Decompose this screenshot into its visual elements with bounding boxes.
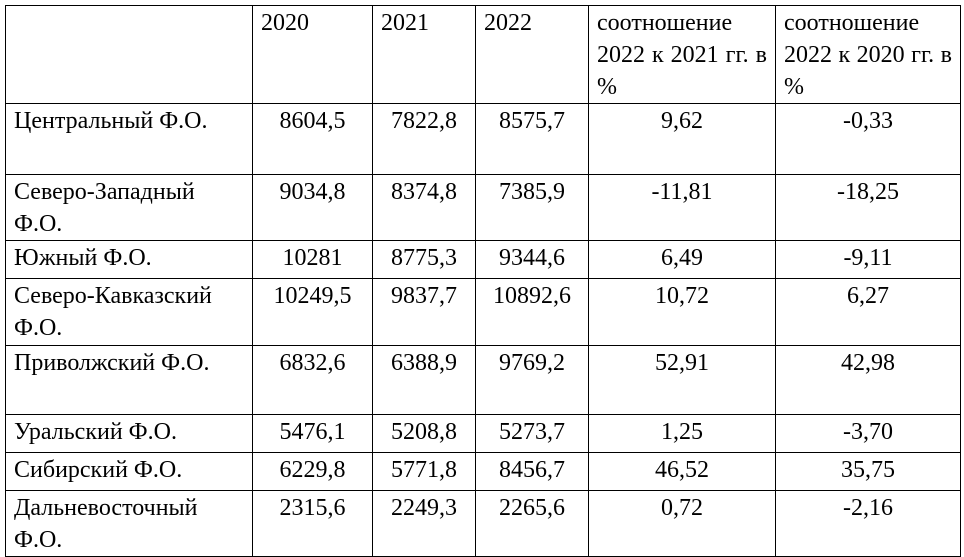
region-cell: Северо-Кавказский Ф.О. [5, 278, 253, 346]
region-cell: Северо-Западный Ф.О. [5, 174, 253, 241]
value-cell: 2249,3 [372, 490, 476, 557]
value-cell: 8604,5 [252, 103, 373, 175]
value-cell: 8575,7 [475, 103, 589, 175]
value-cell: 8456,7 [475, 452, 589, 491]
value-cell: 5771,8 [372, 452, 476, 491]
value-cell: 6,49 [588, 240, 776, 279]
region-cell: Сибирский Ф.О. [5, 452, 253, 491]
value-cell: -11,81 [588, 174, 776, 241]
value-cell: 6832,6 [252, 345, 373, 415]
value-cell: -18,25 [775, 174, 961, 241]
value-cell: 9769,2 [475, 345, 589, 415]
header-cell: соотношение 2022 к 2021 гг. в % [588, 5, 776, 104]
region-cell: Южный Ф.О. [5, 240, 253, 279]
value-cell: 35,75 [775, 452, 961, 491]
table-row: Уральский Ф.О. 5476,1 5208,8 5273,7 1,25 -3,7… [5, 414, 961, 453]
region-cell: Дальневосточный Ф.О. [5, 490, 253, 557]
value-cell: 5208,8 [372, 414, 476, 453]
table-row: Приволжский Ф.О. 6832,6 6388,9 9769,2 52,91 4… [5, 345, 961, 415]
value-cell: 7385,9 [475, 174, 589, 241]
table-body: 2020 2021 2022 соотношение 2022 к 2021 гг. … [5, 5, 961, 557]
table-row: Северо-Кавказский Ф.О. 10249,5 9837,7 10892… [5, 278, 961, 346]
header-row: 2020 2021 2022 соотношение 2022 к 2021 гг. … [5, 5, 961, 104]
region-cell: Приволжский Ф.О. [5, 345, 253, 415]
value-cell: 9837,7 [372, 278, 476, 346]
value-cell: 52,91 [588, 345, 776, 415]
value-cell: 1,25 [588, 414, 776, 453]
value-cell: 42,98 [775, 345, 961, 415]
value-cell: 10249,5 [252, 278, 373, 346]
value-cell: 5476,1 [252, 414, 373, 453]
table-row: Дальневосточный Ф.О. 2315,6 2249,3 2265,6 0,… [5, 490, 961, 557]
table-row: Южный Ф.О. 10281 8775,3 9344,6 6,49 -9,11 [5, 240, 961, 279]
value-cell: 8775,3 [372, 240, 476, 279]
value-cell: 6229,8 [252, 452, 373, 491]
value-cell: 9344,6 [475, 240, 589, 279]
region-cell: Уральский Ф.О. [5, 414, 253, 453]
value-cell: 10,72 [588, 278, 776, 346]
value-cell: 6388,9 [372, 345, 476, 415]
region-cell: Центральный Ф.О. [5, 103, 253, 175]
value-cell: 9034,8 [252, 174, 373, 241]
value-cell: 0,72 [588, 490, 776, 557]
value-cell: 2315,6 [252, 490, 373, 557]
value-cell: 10281 [252, 240, 373, 279]
value-cell: -0,33 [775, 103, 961, 175]
header-cell: 2022 [475, 5, 589, 104]
header-cell: 2020 [252, 5, 373, 104]
value-cell: 9,62 [588, 103, 776, 175]
value-cell: 2265,6 [475, 490, 589, 557]
value-cell: 7822,8 [372, 103, 476, 175]
value-cell: 10892,6 [475, 278, 589, 346]
table-row: Северо-Западный Ф.О. 9034,8 8374,8 7385,9 -1… [5, 174, 961, 241]
header-cell: соотношение 2022 к 2020 гг. в % [775, 5, 961, 104]
header-cell: 2021 [372, 5, 476, 104]
table-row: Центральный Ф.О. 8604,5 7822,8 8575,7 9,62 -0… [5, 103, 961, 175]
header-cell [5, 5, 253, 104]
value-cell: 46,52 [588, 452, 776, 491]
value-cell: -2,16 [775, 490, 961, 557]
data-table: 2020 2021 2022 соотношение 2022 к 2021 гг. … [5, 5, 961, 557]
value-cell: -3,70 [775, 414, 961, 453]
value-cell: -9,11 [775, 240, 961, 279]
table-row: Сибирский Ф.О. 6229,8 5771,8 8456,7 46,52 35,… [5, 452, 961, 491]
value-cell: 8374,8 [372, 174, 476, 241]
value-cell: 6,27 [775, 278, 961, 346]
value-cell: 5273,7 [475, 414, 589, 453]
